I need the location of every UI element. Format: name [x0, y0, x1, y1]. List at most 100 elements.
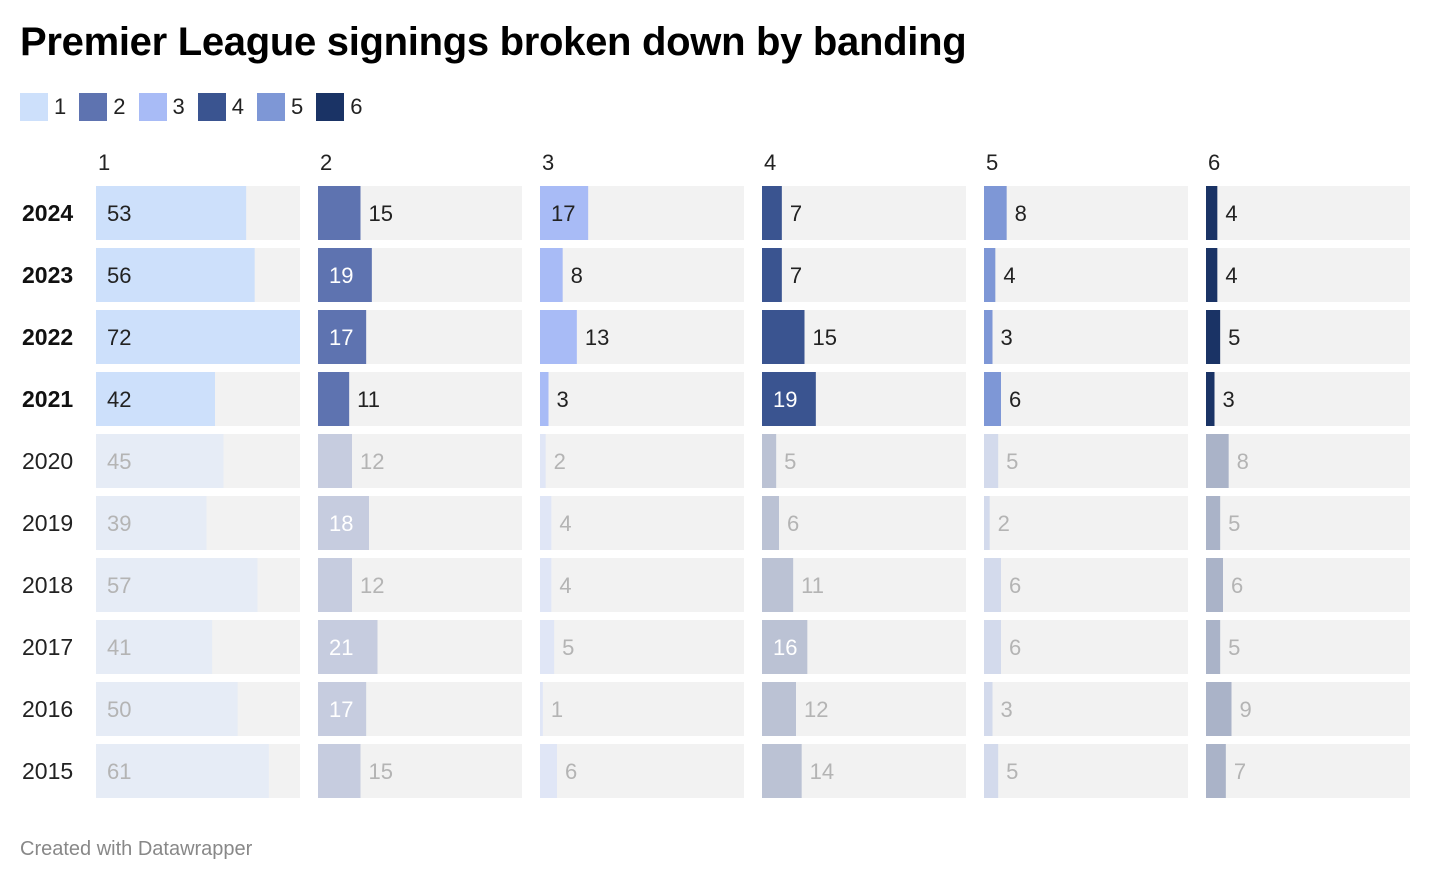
bar [318, 434, 352, 488]
bar [540, 744, 557, 798]
bar [1206, 434, 1229, 488]
value-label: 4 [1225, 263, 1237, 288]
bar [318, 620, 378, 674]
bar [96, 744, 269, 798]
row-label-2020: 2020 [22, 448, 73, 474]
bar [318, 558, 352, 612]
bar [984, 620, 1001, 674]
panel-background [1206, 496, 1410, 550]
value-label: 5 [1228, 635, 1240, 660]
bar [96, 310, 300, 364]
value-label: 4 [1225, 201, 1237, 226]
value-label: 7 [1234, 759, 1246, 784]
column-header: 5 [986, 150, 998, 175]
panel-background [540, 744, 744, 798]
panel-background [762, 496, 966, 550]
value-label: 12 [360, 449, 384, 474]
row-label-2017: 2017 [22, 634, 73, 660]
value-label: 2 [998, 511, 1010, 536]
bar [318, 372, 350, 426]
bar [96, 434, 224, 488]
value-label: 56 [107, 263, 131, 288]
value-label: 19 [329, 263, 353, 288]
panel-background [1206, 248, 1410, 302]
legend-swatch [257, 93, 285, 121]
bar [762, 186, 782, 240]
panel-background [1206, 744, 1410, 798]
value-label: 72 [107, 325, 131, 350]
value-label: 4 [1003, 263, 1015, 288]
legend-item-6: 6 [316, 93, 363, 121]
bar [762, 434, 777, 488]
value-label: 1 [551, 697, 563, 722]
panel-background [984, 558, 1188, 612]
legend: 1 2 3 4 5 6 [20, 92, 376, 122]
bar [1206, 310, 1221, 364]
panel-background [984, 372, 1188, 426]
value-label: 11 [357, 387, 380, 412]
legend-label: 6 [350, 94, 363, 119]
bar [1206, 496, 1221, 550]
value-label: 39 [107, 511, 131, 536]
bar [1206, 186, 1218, 240]
bar [318, 744, 361, 798]
legend-item-2: 2 [79, 93, 126, 121]
bar [1206, 372, 1215, 426]
row-label-2022: 2022 [22, 324, 73, 350]
bar [318, 186, 361, 240]
bar [1206, 682, 1232, 736]
value-label: 7 [790, 263, 802, 288]
legend-swatch [138, 93, 167, 121]
bar [318, 310, 367, 364]
legend-swatch [316, 93, 345, 121]
panel-background [1206, 186, 1410, 240]
value-label: 45 [107, 449, 131, 474]
footer-credit: Created with Datawrapper [20, 838, 253, 860]
value-label: 6 [787, 511, 799, 536]
bar [96, 372, 215, 426]
value-label: 6 [1009, 387, 1021, 412]
bar [984, 682, 993, 736]
row-label-2016: 2016 [22, 696, 73, 722]
value-label: 3 [1001, 697, 1013, 722]
value-label: 6 [565, 759, 577, 784]
bar [96, 558, 258, 612]
panel-background [762, 186, 966, 240]
legend-label: 5 [291, 94, 304, 119]
panel-background [984, 310, 1188, 364]
legend-swatch [20, 93, 48, 121]
bar [1206, 248, 1218, 302]
value-label: 3 [1001, 325, 1013, 350]
panel-background [762, 248, 966, 302]
bar [984, 434, 999, 488]
panel-background [984, 496, 1188, 550]
value-label: 15 [369, 759, 393, 784]
value-label: 9 [1240, 697, 1252, 722]
value-label: 5 [784, 449, 796, 474]
bar [984, 496, 990, 550]
bar [762, 310, 805, 364]
value-label: 14 [810, 759, 834, 784]
bar [762, 558, 794, 612]
value-label: 8 [1015, 201, 1027, 226]
row-label-2021: 2021 [22, 386, 73, 412]
panel-background [540, 372, 744, 426]
value-label: 15 [369, 201, 393, 226]
value-label: 6 [1009, 635, 1021, 660]
value-label: 11 [801, 573, 824, 598]
panel-background [984, 682, 1188, 736]
value-label: 50 [107, 697, 131, 722]
bar [762, 372, 816, 426]
legend-swatch [197, 93, 226, 121]
column-header: 4 [764, 150, 776, 175]
bar [984, 248, 996, 302]
bar [1206, 558, 1223, 612]
value-label: 17 [329, 697, 353, 722]
bar [1206, 620, 1221, 674]
legend-item-4: 4 [197, 93, 244, 121]
panel-background [762, 434, 966, 488]
bar [762, 682, 796, 736]
column-header: 6 [1208, 150, 1220, 175]
row-label-2024: 2024 [22, 200, 73, 226]
